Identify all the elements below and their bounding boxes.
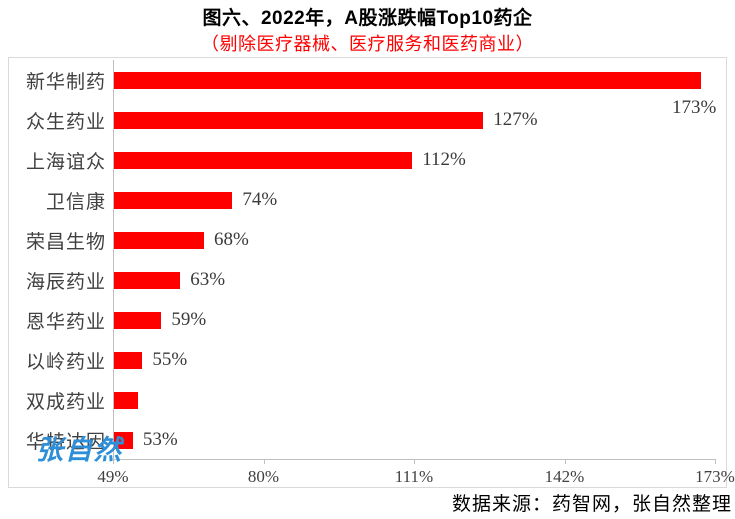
value-label: 74% [242, 189, 278, 210]
x-axis-tick-label: 142% [544, 467, 585, 486]
bar [114, 431, 133, 449]
value-label: 63% [190, 269, 226, 290]
x-axis-tick-label: 173% [695, 467, 735, 486]
x-axis-tick-label: 80% [247, 467, 280, 486]
x-axis-tick [715, 459, 716, 464]
bar [114, 271, 181, 289]
bar-row: 新华制药 173% [9, 60, 726, 118]
bar [114, 231, 204, 249]
value-label: 173% [672, 97, 717, 118]
value-label: 112% [422, 149, 466, 170]
bar-row: 众生药业 127% [9, 100, 726, 140]
category-label: 众生药业 [25, 111, 106, 133]
value-label: 59% [171, 309, 207, 330]
category-label: 卫信康 [45, 191, 106, 213]
x-axis-tick [414, 459, 415, 464]
bar [114, 111, 484, 129]
bar [114, 191, 233, 209]
figure-title: 图六、2022年，A股涨跌幅Top10药企 [202, 8, 533, 29]
bar [114, 351, 143, 369]
bar-row: 海辰药业 63% [9, 260, 726, 300]
bar-chart-area: 新华制药 173% 众生药业 127% 上海谊众 112% 卫信康 74% 荣昌生物 68% 海辰药… [8, 57, 735, 488]
category-label: 华特达因 [25, 431, 106, 453]
x-axis-tick-label: 49% [97, 467, 129, 486]
category-label: 恩华药业 [25, 311, 106, 333]
watermark-text: 张自然 [36, 435, 123, 465]
category-label: 荣昌生物 [25, 231, 106, 253]
bar [114, 391, 138, 409]
x-axis-tick [564, 459, 566, 464]
y-axis-line [113, 60, 114, 460]
x-axis-tick [263, 459, 265, 464]
bar-row: 恩华药业 59% [9, 300, 726, 340]
source-note: 数据来源：药智网，张自然整理 [451, 494, 732, 515]
category-label: 以岭药业 [25, 351, 106, 373]
figure-subtitle: （剔除医疗器械、医疗服务和医药商业） [201, 34, 534, 54]
category-label: 新华制药 [25, 71, 106, 93]
bar-row: 华特达因 53% [9, 420, 726, 460]
bar-row: 卫信康 74% [9, 180, 726, 220]
bar-row: 荣昌生物 68% [9, 220, 726, 260]
bar-rows: 新华制药 173% 众生药业 127% 上海谊众 112% 卫信康 74% 荣昌生物 68% 海辰药… [9, 60, 726, 460]
bar-row: 上海谊众 112% [9, 140, 726, 180]
category-label: 海辰药业 [25, 271, 106, 293]
value-label: 127% [493, 109, 538, 130]
value-label: 53% [142, 429, 178, 450]
bar [114, 151, 413, 169]
category-label: 双成药业 [25, 391, 106, 413]
bar [114, 71, 701, 89]
bar-row: 以岭药业 55% [9, 340, 726, 380]
value-label: 68% [213, 229, 249, 250]
x-axis-tick [113, 459, 114, 464]
value-label: 55% [152, 349, 188, 370]
x-axis-tick-label: 111% [394, 467, 434, 486]
category-label: 上海谊众 [25, 151, 106, 173]
bar-row: 双成药业 [9, 380, 726, 420]
bar [114, 311, 162, 329]
